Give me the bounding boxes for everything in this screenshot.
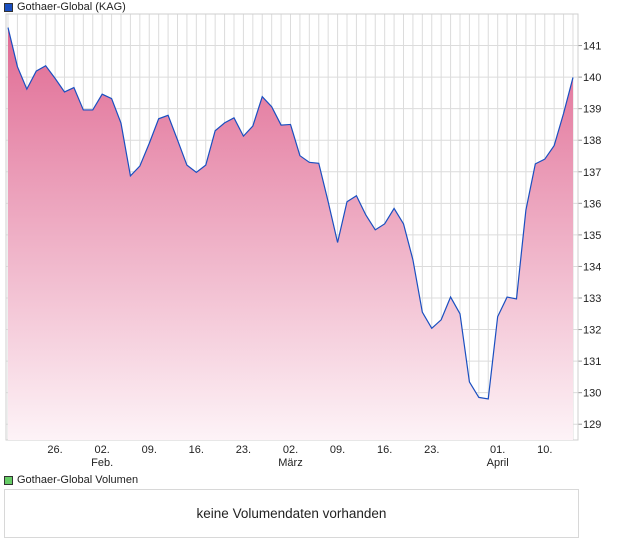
- legend-volume-label: Gothaer-Global Volumen: [17, 474, 139, 486]
- legend-volume[interactable]: Gothaer-Global Volumen: [4, 474, 138, 486]
- y-tick-label: 141: [583, 41, 601, 53]
- x-tick-label: 02.: [283, 444, 298, 456]
- x-tick-label: 23.: [236, 444, 251, 456]
- legend-main[interactable]: Gothaer-Global (KAG): [4, 1, 126, 13]
- y-tick-label: 131: [583, 356, 601, 368]
- x-month-label: März: [278, 457, 302, 469]
- y-tick-label: 134: [583, 261, 601, 273]
- x-tick-label: 01.: [490, 444, 505, 456]
- legend-main-label: Gothaer-Global (KAG): [17, 1, 126, 13]
- volume-panel: keine Volumendaten vorhanden: [4, 489, 579, 538]
- y-tick-label: 139: [583, 104, 601, 116]
- x-month-label: April: [487, 457, 509, 469]
- x-tick-label: 02.: [95, 444, 110, 456]
- y-tick-label: 137: [583, 167, 601, 179]
- price-chart: 129 130 131 132 133 134 135 136 137 138 139 140 141 2…: [5, 13, 601, 469]
- volume-empty-message: keine Volumendaten vorhanden: [196, 506, 387, 521]
- y-tick-label: 138: [583, 135, 601, 147]
- y-tick-label: 140: [583, 72, 601, 84]
- y-tick-label: 133: [583, 293, 601, 305]
- price-area: [8, 27, 573, 441]
- x-tick-label: 16.: [189, 444, 204, 456]
- y-tick-label: 136: [583, 198, 601, 210]
- y-tick-label: 129: [583, 419, 601, 431]
- x-month-label: Feb.: [91, 457, 113, 469]
- x-tick-label: 16.: [377, 444, 392, 456]
- x-tick-label: 09.: [330, 444, 345, 456]
- x-tick-label: 10.: [537, 444, 552, 456]
- x-tick-label: 23.: [424, 444, 439, 456]
- x-tick-label: 26.: [47, 444, 62, 456]
- legend-swatch-blue: [4, 2, 13, 12]
- y-tick-label: 135: [583, 230, 601, 242]
- y-tick-label: 130: [583, 388, 601, 400]
- price-line: [7, 27, 574, 400]
- legend-swatch-green: [4, 475, 13, 485]
- x-tick-label: 09.: [142, 444, 157, 456]
- y-tick-label: 132: [583, 325, 601, 337]
